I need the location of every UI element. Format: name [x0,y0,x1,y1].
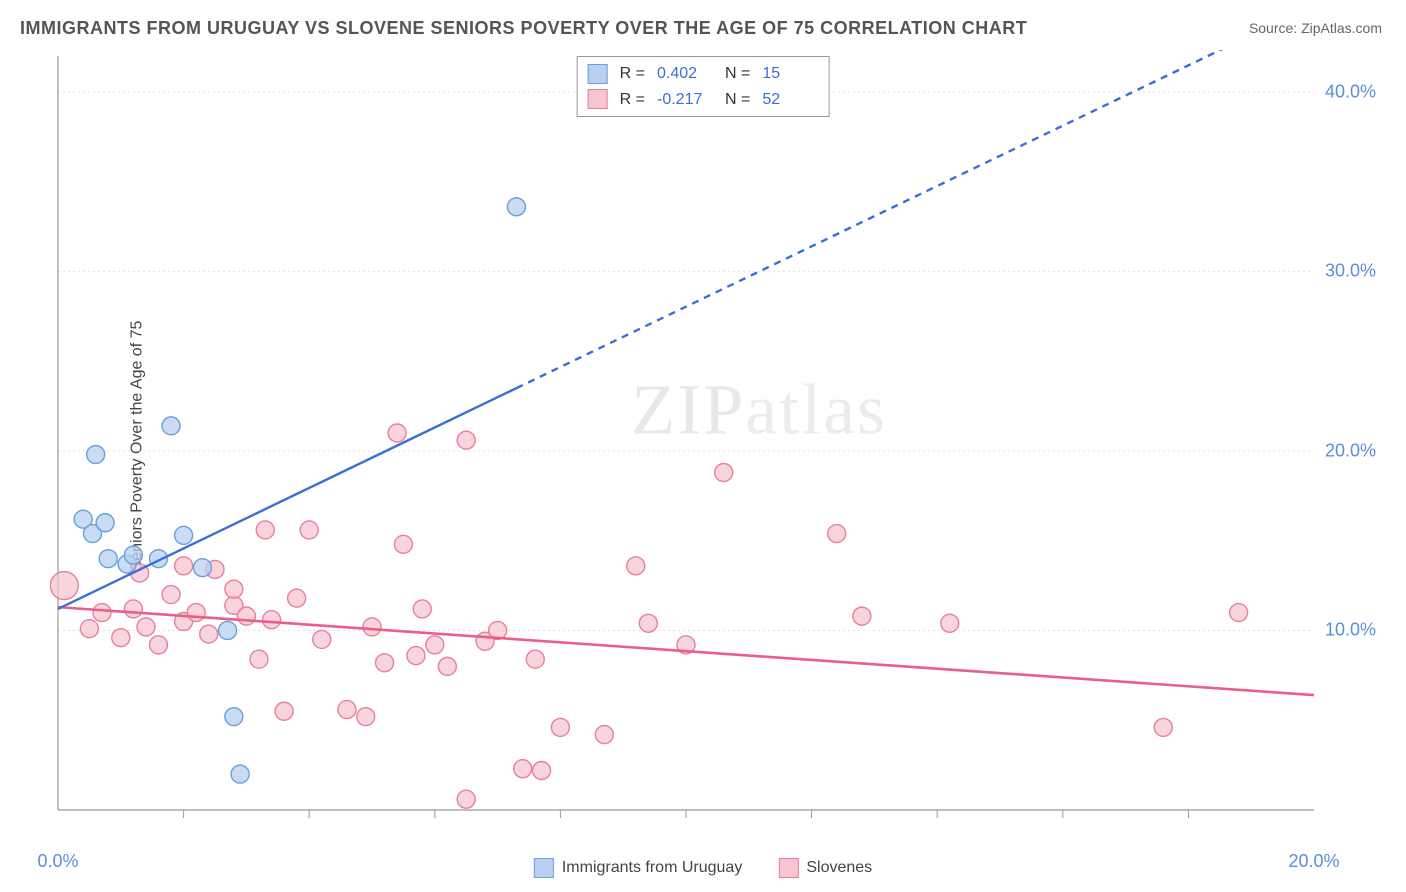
legend-swatch-uruguay [534,858,554,878]
r-value-slovenes: -0.217 [657,87,713,113]
chart-title: IMMIGRANTS FROM URUGUAY VS SLOVENE SENIO… [20,18,1027,39]
source-label: Source: [1249,20,1301,36]
r-label: R = [620,87,645,113]
x-tick-label: 0.0% [37,851,78,872]
n-label: N = [725,61,750,87]
n-value-slovenes: 52 [762,87,818,113]
n-value-uruguay: 15 [762,61,818,87]
scatter-plot-svg [50,50,1382,842]
chart-area [50,50,1382,842]
legend-swatch-slovenes [778,858,798,878]
legend-label-uruguay: Immigrants from Uruguay [562,859,743,877]
y-tick-label: 20.0% [1325,440,1376,461]
r-label: R = [620,61,645,87]
legend-swatch-uruguay [588,64,608,84]
r-value-uruguay: 0.402 [657,61,713,87]
legend-correlation-stats: R = 0.402 N = 15 R = -0.217 N = 52 [577,56,830,117]
legend-row-series-2: R = -0.217 N = 52 [588,87,819,113]
x-tick-label: 20.0% [1288,851,1339,872]
y-tick-label: 40.0% [1325,81,1376,102]
source-attribution: Source: ZipAtlas.com [1249,20,1382,36]
n-label: N = [725,87,750,113]
legend-item-slovenes: Slovenes [778,858,872,878]
legend-swatch-slovenes [588,89,608,109]
legend-item-uruguay: Immigrants from Uruguay [534,858,743,878]
y-tick-label: 30.0% [1325,261,1376,282]
legend-label-slovenes: Slovenes [806,859,872,877]
legend-series: Immigrants from Uruguay Slovenes [534,858,872,878]
source-link[interactable]: ZipAtlas.com [1301,20,1382,36]
y-tick-label: 10.0% [1325,620,1376,641]
legend-row-series-1: R = 0.402 N = 15 [588,61,819,87]
